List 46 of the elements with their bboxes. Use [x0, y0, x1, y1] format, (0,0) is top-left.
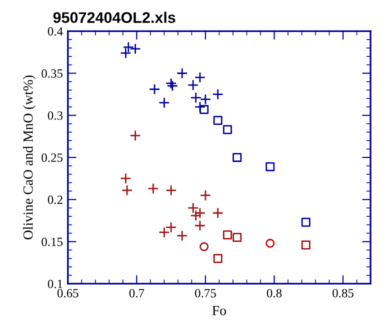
point — [194, 220, 206, 232]
point — [213, 116, 222, 125]
point — [301, 240, 310, 250]
y-tick-label: 0.2 — [48, 196, 62, 204]
point — [266, 238, 275, 248]
point — [148, 84, 160, 95]
point — [166, 80, 178, 92]
y-tick-label: 0.35 — [42, 69, 63, 78]
y-tick-label: 0.15 — [42, 238, 63, 246]
y-tick-label: 0.1 — [48, 280, 62, 288]
y-tick-label: 0.3 — [48, 111, 63, 120]
point — [232, 152, 242, 162]
point — [200, 242, 209, 252]
point — [213, 254, 222, 263]
point — [130, 43, 141, 54]
point — [200, 190, 212, 201]
point — [212, 207, 224, 219]
point — [148, 182, 159, 194]
point — [158, 97, 170, 108]
point — [222, 230, 232, 240]
point — [266, 162, 275, 172]
y-tick-label: 0.25 — [42, 153, 63, 162]
point — [301, 218, 310, 227]
y-tick-label: 0.4 — [48, 27, 63, 36]
point — [176, 230, 188, 242]
point — [120, 172, 132, 184]
point — [190, 92, 202, 104]
x-tick-label: 0.85 — [332, 288, 354, 298]
chart-title: 95072404OL2.xls — [53, 12, 176, 23]
point — [121, 184, 133, 196]
y-axis-title: Olivine CaO and MnO (wt%) — [23, 76, 36, 240]
point — [212, 88, 224, 100]
point — [222, 125, 232, 134]
point — [176, 68, 188, 79]
point — [232, 232, 242, 242]
point — [194, 207, 206, 219]
point — [165, 184, 177, 196]
x-tick-label: 0.8 — [266, 288, 282, 298]
point — [200, 104, 209, 114]
x-tick-label: 0.7 — [129, 288, 144, 298]
point — [187, 202, 199, 214]
x-tick-label: 0.75 — [195, 288, 216, 298]
x-tick-label: 0.65 — [57, 288, 78, 298]
point — [130, 130, 141, 142]
x-axis-title: Fo — [212, 306, 226, 316]
point — [165, 78, 177, 89]
